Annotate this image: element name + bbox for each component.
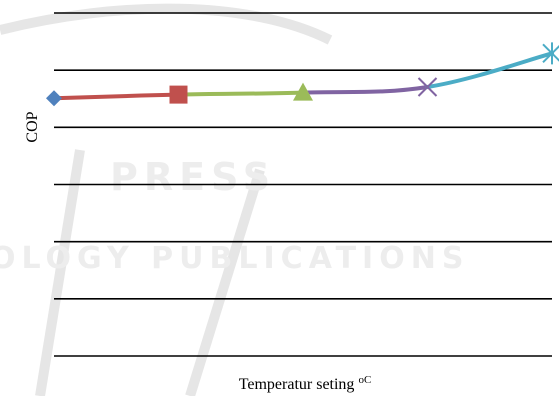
series-segments <box>52 51 554 101</box>
watermark: PRESS OLOGY PUBLICATIONS <box>0 3 469 396</box>
watermark-text-mid: OLOGY PUBLICATIONS <box>0 241 469 276</box>
x-axis-unit-sup: oC <box>358 374 371 386</box>
x-axis-title-text: Temperatur seting <box>239 376 355 393</box>
series-segment-1 <box>176 90 305 97</box>
data-point-square-marker <box>169 85 188 104</box>
watermark-text-top: PRESS <box>110 155 276 199</box>
series-segment-3 <box>425 51 554 89</box>
x-axis-title: Temperatur seting oC <box>239 374 372 393</box>
series-segment-2 <box>301 84 430 95</box>
y-axis-title: COP <box>24 111 41 142</box>
series-segment-0 <box>52 92 181 101</box>
data-markers <box>46 42 559 107</box>
data-point-star-marker <box>542 42 559 65</box>
data-point-x-marker <box>417 77 438 97</box>
data-point-triangle-marker <box>293 82 313 101</box>
data-point-diamond-marker <box>46 90 62 107</box>
gridlines <box>54 12 552 357</box>
